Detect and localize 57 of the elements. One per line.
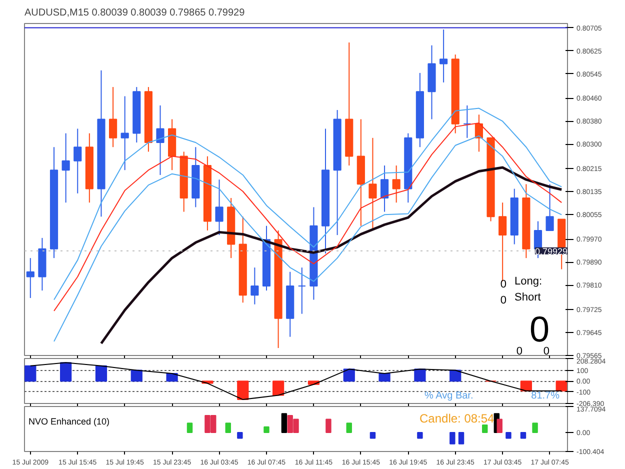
bar — [281, 413, 288, 434]
candlestick — [108, 86, 118, 148]
candlestick — [26, 258, 34, 299]
bar — [237, 380, 249, 400]
bar — [225, 422, 231, 434]
annotation: 0 — [500, 278, 507, 290]
annotation: 81.7% — [531, 390, 560, 402]
bar — [264, 426, 270, 434]
bar — [186, 422, 193, 434]
ref-line-label: 0.79929 — [534, 246, 568, 256]
candlestick — [62, 132, 70, 204]
bar — [496, 418, 502, 434]
bar — [130, 370, 142, 382]
candlestick — [298, 267, 306, 314]
candlestick — [546, 184, 554, 231]
candlestick — [440, 29, 448, 83]
line-series — [30, 362, 562, 400]
annotation: Short — [514, 292, 541, 304]
bar — [450, 370, 462, 382]
annotation: 0 — [543, 346, 550, 358]
bar — [60, 362, 72, 382]
bar — [378, 373, 390, 382]
candlestick — [392, 165, 400, 204]
bar — [458, 432, 464, 444]
bar — [520, 432, 526, 439]
bar — [532, 422, 538, 434]
bar — [370, 432, 376, 439]
annotation: 0 — [516, 346, 523, 358]
candlestick — [215, 179, 224, 236]
bar — [414, 368, 426, 382]
bar — [482, 424, 488, 434]
bar — [346, 422, 352, 434]
bar — [166, 373, 178, 382]
annotation: Long: — [514, 276, 542, 288]
annotation: Candle: 08:54 — [420, 412, 495, 426]
bar — [343, 368, 355, 382]
candlestick — [463, 104, 472, 138]
bar — [520, 380, 532, 392]
bar — [95, 365, 108, 382]
bar — [237, 432, 243, 439]
bar — [24, 365, 36, 382]
annotation: 0 — [500, 294, 507, 306]
candlestick — [74, 128, 82, 194]
candlestick — [120, 96, 129, 171]
candlestick — [250, 267, 259, 305]
candlestick — [368, 137, 377, 231]
chart-title: AUDUSD,M15 0.80039 0.80039 0.79865 0.79929 — [24, 8, 246, 18]
annotation: % Avg Bar. — [424, 390, 474, 402]
bar — [272, 380, 284, 396]
bar — [326, 418, 332, 434]
bar — [556, 380, 568, 392]
candlestick — [380, 165, 389, 212]
bar — [506, 432, 512, 439]
annotation: NVO Enhanced (10) — [28, 416, 110, 426]
candlestick — [156, 104, 164, 176]
bar — [417, 432, 423, 439]
bar — [450, 432, 456, 444]
